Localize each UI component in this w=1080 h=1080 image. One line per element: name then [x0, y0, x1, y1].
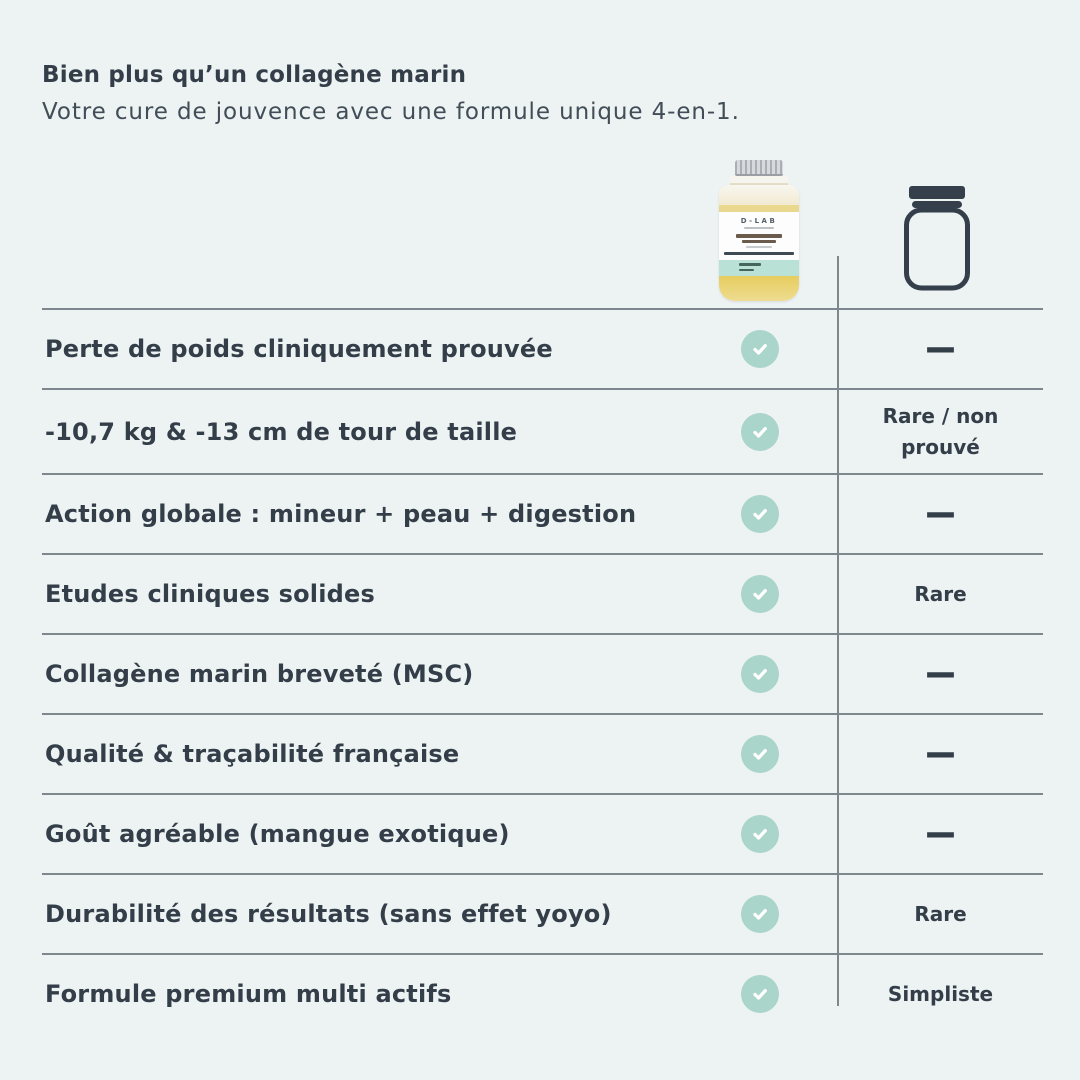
brand-label: D-LAB — [740, 217, 778, 225]
competitor-value: — — [925, 488, 956, 538]
competitor-value-cell: Simpliste — [838, 979, 1043, 1010]
bottle-liquid-top — [719, 205, 799, 212]
competitor-value: — — [925, 808, 956, 858]
card-header: Bien plus qu’un collagène marin Votre cu… — [42, 62, 740, 125]
competitor-value: Rare — [914, 581, 967, 606]
product-value-cell — [718, 330, 802, 368]
product-value-cell — [718, 575, 802, 613]
mint-text-bar — [739, 263, 761, 266]
product-value-cell — [718, 495, 802, 533]
label-tiny-bar — [746, 246, 772, 248]
bottle-neck — [730, 176, 788, 185]
table-row: Formule premium multi actifs Simpliste — [42, 953, 1043, 1033]
table-row: Qualité & traçabilité française — — [42, 713, 1043, 793]
feature-label: Action globale : mineur + peau + digesti… — [45, 500, 637, 528]
check-icon — [741, 412, 779, 451]
generic-jar-icon — [904, 186, 970, 295]
table-row: -10,7 kg & -13 cm de tour de taille Rare… — [42, 388, 1043, 473]
table-row: Perte de poids cliniquement prouvée — — [42, 308, 1043, 388]
feature-label: Collagène marin breveté (MSC) — [45, 660, 474, 688]
check-icon — [741, 330, 779, 368]
competitor-value: Rare — [914, 901, 967, 926]
check-icon — [741, 655, 779, 693]
competitor-value-cell: — — [838, 732, 1043, 774]
label-product-bar — [742, 239, 776, 243]
check-icon — [741, 895, 779, 933]
table-row: Collagène marin breveté (MSC) — — [42, 633, 1043, 713]
bottle-liquid — [719, 276, 799, 301]
page-subtitle: Votre cure de jouvence avec une formule … — [42, 99, 740, 125]
competitor-value-cell: Rare — [838, 899, 1043, 930]
page-title: Bien plus qu’un collagène marin — [42, 62, 467, 88]
check-icon — [741, 495, 779, 533]
competitor-value: — — [925, 323, 956, 373]
competitor-value-cell: — — [838, 492, 1043, 534]
comparison-table: Perte de poids cliniquement prouvée — -1… — [42, 308, 1043, 1033]
competitor-value: — — [925, 728, 956, 778]
table-row: Durabilité des résultats (sans effet yoy… — [42, 873, 1043, 953]
competitor-value-cell: Rare — [838, 579, 1043, 610]
mint-text-bar — [739, 268, 754, 271]
bottle-cap — [735, 160, 783, 176]
feature-label: Goût agréable (mangue exotique) — [45, 820, 510, 848]
label-product-bar — [736, 234, 782, 238]
competitor-value: Rare / non prouvé — [882, 403, 999, 459]
competitor-value-cell: — — [838, 327, 1043, 369]
feature-label: Durabilité des résultats (sans effet yoy… — [45, 900, 612, 928]
competitor-value: — — [925, 648, 956, 698]
product-value-cell — [718, 815, 802, 853]
feature-label: Perte de poids cliniquement prouvée — [45, 335, 553, 363]
competitor-value: Simpliste — [887, 981, 994, 1006]
check-icon — [741, 575, 779, 613]
feature-label: -10,7 kg & -13 cm de tour de taille — [45, 417, 518, 446]
table-row: Action globale : mineur + peau + digesti… — [42, 473, 1043, 553]
bottle-label: D-LAB — [719, 212, 799, 260]
feature-label: Formule premium multi actifs — [45, 980, 452, 1008]
check-icon — [741, 735, 779, 773]
competitor-value-cell: — — [838, 812, 1043, 854]
label-rule — [724, 252, 794, 255]
table-row: Goût agréable (mangue exotique) — — [42, 793, 1043, 873]
product-bottle-image: D-LAB — [719, 160, 799, 301]
bottle-mint-band — [719, 260, 799, 276]
check-icon — [741, 975, 779, 1013]
feature-label: Qualité & traçabilité française — [45, 740, 460, 768]
product-value-cell — [718, 975, 802, 1013]
table-row: Etudes cliniques solides Rare — [42, 553, 1043, 633]
product-value-cell — [718, 895, 802, 933]
column-divider — [837, 256, 839, 1006]
check-icon — [741, 815, 779, 853]
product-value-cell — [718, 735, 802, 773]
product-value-cell — [718, 655, 802, 693]
competitor-value-cell: Rare / non prouvé — [838, 401, 1043, 463]
label-subtitle-bar — [744, 227, 774, 229]
bottle-body: D-LAB — [719, 185, 799, 301]
product-value-cell — [718, 412, 802, 451]
bottle-shoulder — [719, 185, 799, 205]
feature-label: Etudes cliniques solides — [45, 580, 375, 608]
competitor-value-cell: — — [838, 652, 1043, 694]
